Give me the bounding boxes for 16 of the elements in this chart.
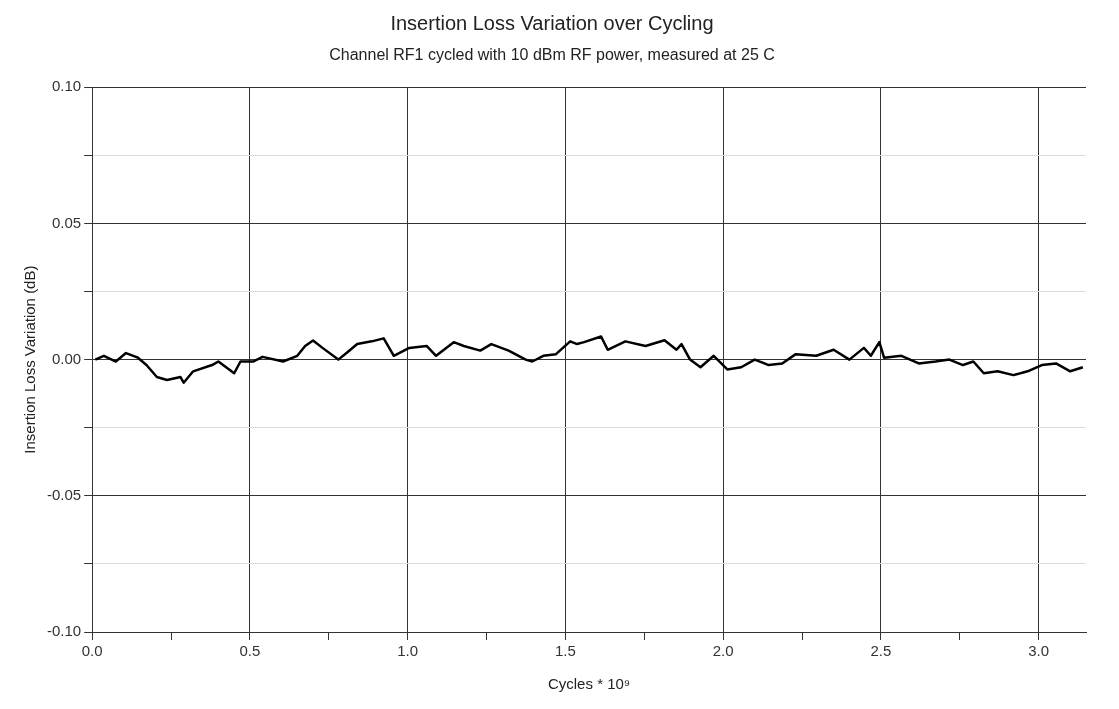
y-tick-label: -0.10 — [46, 622, 82, 640]
chart-subtitle: Channel RF1 cycled with 10 dBm RF power, measured at 25 C — [329, 46, 775, 64]
chart-title: Insertion Loss Variation over Cycling — [390, 11, 714, 34]
y-tick-label: 0.00 — [51, 349, 82, 367]
x-tick-label: 3.0 — [1028, 642, 1050, 660]
y-tick-label: -0.05 — [46, 485, 82, 503]
x-tick-label: 1.0 — [397, 642, 419, 660]
x-tick-label: 1.5 — [555, 642, 576, 660]
y-tick-label: 0.05 — [51, 213, 82, 231]
x-tick-label: 0.5 — [239, 642, 261, 660]
x-axis-title: Cycles * 10⁹ — [547, 675, 631, 693]
x-tick-label: 0.0 — [81, 642, 103, 660]
y-tick-label: 0.10 — [51, 77, 82, 95]
x-tick-label: 2.0 — [712, 642, 734, 660]
x-tick-label: 2.5 — [870, 642, 892, 660]
y-axis-title: Insertion Loss Variation (dB) — [21, 265, 39, 454]
